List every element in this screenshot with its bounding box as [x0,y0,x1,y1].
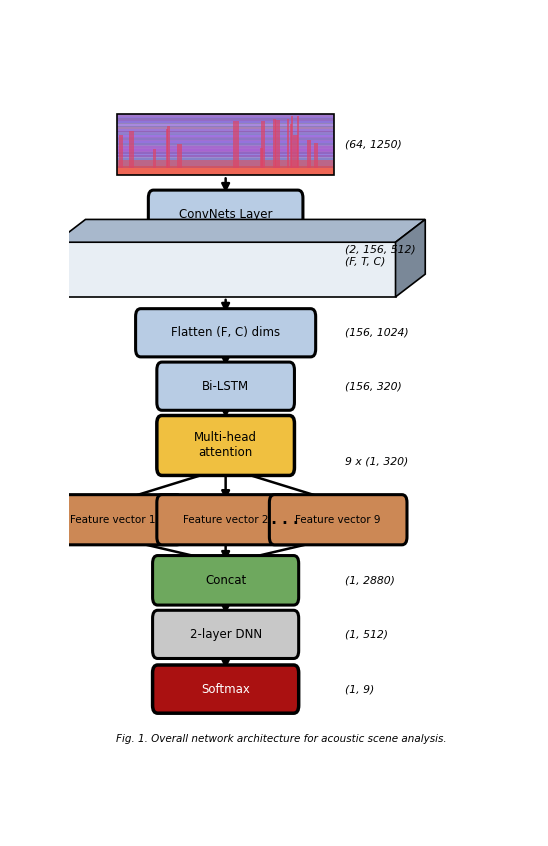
Bar [117,145,334,146]
Bar [117,132,334,134]
Bar [117,166,334,168]
Text: Concat: Concat [205,574,246,587]
Bar [117,163,334,165]
Text: (156, 320): (156, 320) [345,382,401,391]
Bar [307,140,311,175]
Text: Feature vector 9: Feature vector 9 [295,514,381,525]
Bar [117,113,334,175]
FancyBboxPatch shape [149,190,303,239]
Bar [166,129,168,175]
Bar [117,146,334,147]
Bar [117,120,334,121]
Bar [233,121,239,175]
Bar [177,145,182,175]
FancyBboxPatch shape [44,495,182,545]
Bar [117,149,334,151]
Bar [117,162,334,163]
Text: (1, 2880): (1, 2880) [345,575,395,585]
Text: (1, 512): (1, 512) [345,629,387,640]
Bar [117,165,334,166]
Polygon shape [56,242,396,297]
Bar [117,117,334,118]
Polygon shape [396,219,425,297]
Bar [117,151,334,152]
Text: Feature vector 1: Feature vector 1 [70,514,156,525]
Bar [117,141,334,143]
Text: 2-layer DNN: 2-layer DNN [190,628,262,641]
Text: 9 x (1, 320): 9 x (1, 320) [345,457,408,467]
Text: (1, 9): (1, 9) [345,684,374,694]
Text: Softmax: Softmax [201,683,250,695]
FancyBboxPatch shape [157,415,294,475]
Bar [117,156,334,157]
FancyBboxPatch shape [152,556,299,605]
Text: Fig. 1. Overall network architecture for acoustic scene analysis.: Fig. 1. Overall network architecture for… [116,733,446,744]
Bar [117,124,334,126]
Bar [117,134,334,135]
FancyBboxPatch shape [157,495,294,545]
Bar [287,119,289,175]
Bar [117,147,334,149]
Bar [117,126,334,128]
Text: (2, 156, 512)
(F, T, C): (2, 156, 512) (F, T, C) [345,244,415,266]
Bar [117,130,334,132]
Bar [117,171,334,173]
Bar [117,123,334,124]
FancyBboxPatch shape [270,495,407,545]
Bar [260,148,263,175]
Bar [117,154,334,156]
Text: (156, 1024): (156, 1024) [345,327,408,338]
Bar [273,119,276,175]
Bar [119,135,123,175]
Bar [314,143,318,175]
Bar [117,143,334,145]
FancyBboxPatch shape [135,309,316,357]
Bar [117,168,334,169]
Bar [291,116,293,175]
Bar [117,168,334,175]
Bar [117,137,334,139]
Bar [117,118,334,120]
Bar [117,152,334,154]
Bar [117,139,334,140]
Bar [117,135,334,137]
Bar [117,140,334,141]
Bar [117,174,334,175]
Text: Flatten (F, C) dims: Flatten (F, C) dims [171,327,280,339]
Bar [261,121,265,175]
Bar [293,135,298,175]
Bar [275,120,280,175]
Text: Feature vector 2: Feature vector 2 [183,514,269,525]
Bar [117,158,334,160]
Text: Bi-LSTM: Bi-LSTM [202,380,249,393]
Bar [117,173,334,174]
Bar [117,157,334,158]
FancyBboxPatch shape [152,610,299,658]
Text: . . .: . . . [266,512,298,527]
FancyBboxPatch shape [157,362,294,410]
Bar [290,124,292,175]
Bar [117,115,334,117]
Bar [117,160,334,162]
Bar [297,116,299,175]
Bar [117,169,334,171]
FancyBboxPatch shape [152,665,299,713]
Text: ConvNets Layer: ConvNets Layer [179,208,272,222]
Bar [117,129,334,130]
Bar [117,121,334,123]
Bar [117,128,334,129]
Bar [129,130,134,175]
Text: Multi-head
attention: Multi-head attention [194,431,257,459]
Bar [167,126,169,175]
Bar [117,113,334,175]
Bar [153,150,156,175]
Bar [117,113,334,115]
Polygon shape [56,219,425,242]
Text: (64, 1250): (64, 1250) [345,140,401,150]
